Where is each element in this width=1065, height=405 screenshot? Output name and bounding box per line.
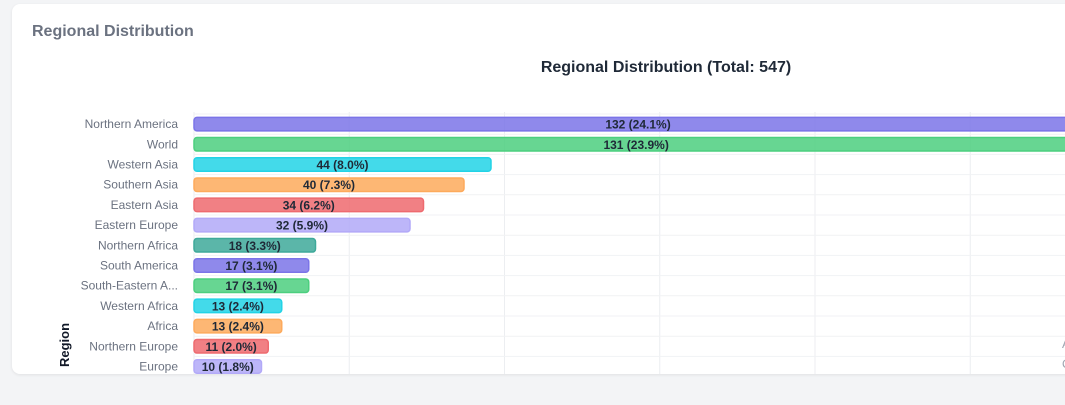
chart-grid bbox=[193, 112, 1065, 374]
bar[interactable] bbox=[193, 359, 263, 374]
bar[interactable] bbox=[193, 278, 310, 294]
chart-bars: 132 (24.1%) 131 (23.9%) 44 (8.0%) 40 (7.3%)… bbox=[193, 116, 1065, 374]
y-tick-label: Western Africa bbox=[100, 299, 178, 313]
bar[interactable] bbox=[193, 258, 310, 273]
y-axis-title: Region bbox=[57, 323, 72, 367]
bar-value-label: 131 (23.9%) bbox=[603, 138, 668, 152]
bar[interactable] bbox=[193, 197, 425, 213]
bar-value-label: 132 (24.1%) bbox=[605, 118, 670, 132]
y-tick-label: Africa bbox=[147, 319, 178, 333]
y-axis-ticks: Northern America World Western Asia Souther… bbox=[81, 117, 179, 373]
y-tick-label: Eastern Europe bbox=[95, 218, 179, 232]
bar-value-label: 11 (2.0%) bbox=[205, 340, 256, 354]
bar-value-label: 13 (2.4%) bbox=[212, 320, 264, 334]
y-tick-label: World bbox=[147, 137, 178, 151]
clipped-edge-text: C bbox=[1062, 357, 1065, 371]
y-tick-label: Eastern Asia bbox=[111, 198, 179, 212]
bar[interactable] bbox=[193, 116, 1065, 132]
bar[interactable] bbox=[193, 177, 465, 193]
bar[interactable] bbox=[193, 157, 492, 172]
bar-value-label: 34 (6.2%) bbox=[283, 198, 335, 212]
y-tick-label: Northern Europe bbox=[89, 339, 178, 353]
y-tick-label: Southern Asia bbox=[103, 178, 178, 192]
y-tick-label: Northern America bbox=[85, 117, 179, 131]
bar[interactable] bbox=[193, 237, 317, 253]
bar-value-label: 40 (7.3%) bbox=[303, 178, 355, 192]
bar[interactable] bbox=[193, 338, 269, 354]
bar-value-label: 17 (3.1%) bbox=[225, 279, 277, 293]
bar[interactable] bbox=[193, 217, 411, 233]
bar-chart: 132 (24.1%) 131 (23.9%) 44 (8.0%) 40 (7.3%)… bbox=[57, 112, 1065, 374]
bar-value-label: 18 (3.3%) bbox=[229, 239, 281, 253]
y-tick-label: South America bbox=[100, 259, 178, 273]
y-tick-label: South-Eastern A... bbox=[81, 279, 178, 293]
bar-value-label: 32 (5.9%) bbox=[276, 219, 328, 233]
bar[interactable] bbox=[193, 298, 283, 314]
y-tick-label: Northern Africa bbox=[98, 238, 178, 252]
bar[interactable] bbox=[193, 318, 283, 334]
clipped-edge-text: A bbox=[1062, 337, 1065, 351]
card-title: Regional Distribution bbox=[32, 23, 194, 40]
chart-title: Regional Distribution (Total: 547) bbox=[540, 59, 792, 76]
bar-value-label: 10 (1.8%) bbox=[202, 360, 254, 374]
y-tick-label: Europe bbox=[139, 360, 178, 374]
bar[interactable] bbox=[193, 136, 1065, 152]
y-tick-label: Western Asia bbox=[108, 158, 179, 172]
chart-card: Regional Distribution Regional Distribut… bbox=[12, 4, 1065, 374]
bar-value-label: 13 (2.4%) bbox=[212, 299, 264, 313]
bar-value-label: 17 (3.1%) bbox=[225, 259, 277, 273]
bar-value-label: 44 (8.0%) bbox=[316, 158, 368, 172]
